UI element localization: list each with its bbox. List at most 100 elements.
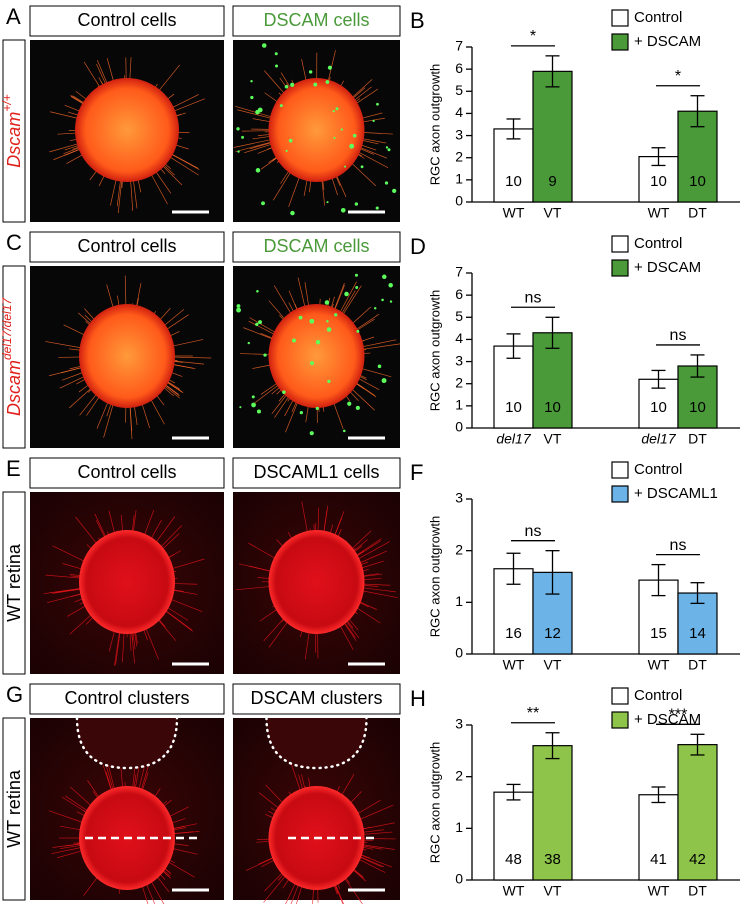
cell-dot — [360, 165, 364, 169]
cell-dot — [309, 361, 315, 366]
y-tick-label: 6 — [455, 286, 463, 302]
axon — [349, 306, 372, 327]
n-label: 10 — [544, 399, 561, 416]
axon — [143, 623, 159, 660]
n-label: 48 — [505, 851, 522, 868]
cell-dot — [326, 201, 329, 204]
panel-letter: F — [410, 460, 423, 485]
explant — [268, 304, 365, 408]
panel-letter: H — [410, 686, 426, 711]
cell-dot — [325, 80, 330, 84]
cell-dot — [299, 411, 303, 415]
cell-dot — [257, 107, 263, 113]
image-header: DSCAM cells — [263, 236, 369, 256]
n-label: 38 — [544, 851, 561, 868]
image-header: DSCAM cells — [263, 10, 369, 30]
axon — [161, 309, 185, 328]
axon — [45, 574, 83, 579]
axon — [249, 565, 273, 572]
axon — [361, 132, 393, 135]
side-label-sup: del17/del17 — [0, 297, 14, 360]
axon — [171, 356, 212, 359]
axon — [235, 141, 274, 152]
axon — [360, 845, 383, 850]
y-axis-label: RGC axon outgrowth — [427, 290, 442, 411]
cell-dot — [291, 338, 296, 343]
significance-label: *** — [669, 707, 688, 724]
legend-swatch — [611, 461, 629, 479]
image-header-box — [232, 5, 401, 37]
significance-label: * — [530, 28, 536, 45]
axon — [59, 375, 87, 389]
cell-dot — [258, 320, 262, 325]
cell-dot — [381, 378, 387, 384]
cell-dot — [377, 364, 382, 369]
axon — [360, 137, 387, 144]
image-header: DSCAML1 cells — [253, 462, 379, 482]
cell-dot — [282, 390, 286, 394]
axon — [349, 79, 373, 100]
axon — [153, 516, 176, 546]
axon — [57, 849, 84, 859]
image-header-box — [29, 231, 225, 263]
n-label: 14 — [689, 625, 706, 642]
x-label: WT — [503, 883, 525, 899]
cell-dot — [250, 80, 253, 83]
y-tick-label: 7 — [455, 38, 463, 54]
cell-dot — [315, 339, 321, 345]
n-label: 12 — [544, 625, 561, 642]
legend-label: + DSCAM — [634, 259, 701, 276]
y-axis-label: RGC axon outgrowth — [427, 742, 442, 863]
axon — [158, 525, 183, 550]
image-header: Control clusters — [64, 688, 189, 708]
y-axis-label: RGC axon outgrowth — [427, 64, 442, 185]
significance-label: ns — [670, 537, 687, 554]
axon — [359, 112, 383, 120]
y-tick-label: 1 — [455, 819, 463, 835]
cell-dot — [335, 107, 339, 111]
axon — [252, 118, 273, 123]
cell-dot — [236, 307, 241, 313]
axon — [164, 605, 189, 621]
axon — [171, 360, 205, 365]
cell-dot — [349, 143, 355, 149]
cell-dot — [309, 431, 314, 436]
y-tick-label: 2 — [455, 148, 463, 164]
cell-dot — [389, 300, 393, 303]
n-label: 10 — [689, 399, 706, 416]
cell-dot — [375, 206, 379, 210]
x-label: del17 — [641, 431, 676, 447]
cell-dot — [255, 168, 261, 173]
legend-swatch — [611, 687, 629, 705]
axon — [49, 366, 84, 377]
panel-letter: D — [410, 234, 426, 259]
cell-dot — [274, 52, 278, 56]
y-axis-label: RGC axon outgrowth — [427, 516, 442, 637]
axon — [360, 339, 397, 348]
x-label: VT — [544, 205, 562, 221]
axon — [358, 853, 392, 868]
side-label: Dscam+/+ — [0, 94, 24, 167]
axon — [59, 844, 83, 850]
axon — [243, 327, 275, 341]
axon — [354, 606, 381, 624]
axon — [65, 795, 91, 813]
cell-dot — [315, 406, 319, 410]
cell-dot — [261, 201, 265, 206]
significance-label: ns — [670, 327, 687, 344]
axon — [249, 317, 278, 334]
side-label-text: Dscam — [4, 112, 24, 168]
cell-dot — [327, 65, 332, 70]
y-tick-label: 2 — [455, 767, 463, 783]
side-label-box — [2, 717, 26, 901]
cell-dot — [381, 298, 384, 302]
cell-dot — [290, 210, 295, 216]
cell-dot — [263, 353, 267, 357]
y-tick-label: 2 — [455, 541, 463, 557]
cell-dot — [354, 273, 358, 277]
axon — [355, 376, 380, 390]
image-header-box — [29, 457, 225, 489]
significance-label: * — [675, 68, 681, 85]
cell-dot — [334, 313, 338, 317]
axon — [245, 856, 276, 871]
